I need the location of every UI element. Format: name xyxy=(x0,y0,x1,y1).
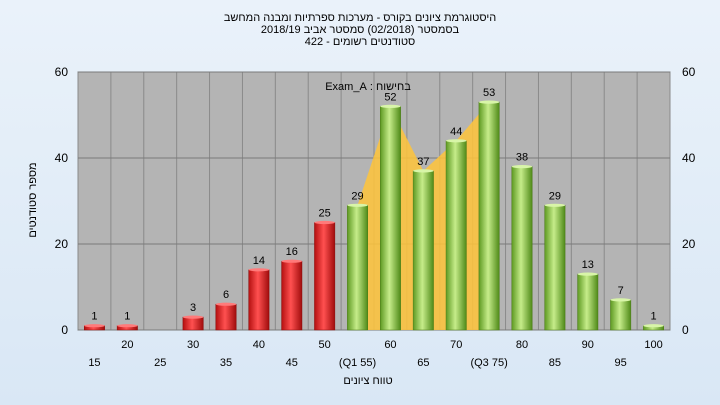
value-label-60: 52 xyxy=(384,91,396,103)
bar-top-40 xyxy=(248,268,270,272)
y-tick-label-right: 0 xyxy=(682,323,689,337)
bar-top-55 xyxy=(347,203,368,207)
value-label-65: 37 xyxy=(417,156,429,168)
x-tick-label-50: 50 xyxy=(319,339,331,351)
value-label-55: 29 xyxy=(351,190,363,202)
x-tick-label-60: 60 xyxy=(384,339,396,351)
x-tick-label-75: (Q3 75) xyxy=(470,357,507,369)
bar-top-90 xyxy=(577,272,598,276)
bar-60 xyxy=(379,106,401,331)
bar-80 xyxy=(511,166,533,331)
x-tick-label-95: 95 xyxy=(615,357,627,369)
bar-85 xyxy=(544,205,566,331)
bar-top-95 xyxy=(610,298,631,302)
bar-top-20 xyxy=(117,324,138,328)
value-label-35: 6 xyxy=(223,289,229,301)
bar-top-50 xyxy=(314,220,335,225)
chart-title-line-1: היסטוגרמת ציונים בקורס - מערכות ספרתיות … xyxy=(223,12,497,24)
x-tick-label-30: 30 xyxy=(187,339,199,351)
value-label-30: 3 xyxy=(190,302,196,314)
bar-40 xyxy=(248,269,270,331)
y-tick-label-right: 60 xyxy=(682,65,696,79)
y-tick-label-left: 60 xyxy=(55,65,69,79)
bar-35 xyxy=(215,303,237,331)
bar-70 xyxy=(445,140,467,331)
value-label-85: 29 xyxy=(549,190,561,202)
value-label-100: 1 xyxy=(650,311,656,323)
y-tick-label-left: 20 xyxy=(55,237,69,251)
x-tick-label-40: 40 xyxy=(253,339,265,351)
x-tick-label-20: 20 xyxy=(121,339,133,351)
y-tick-label-right: 40 xyxy=(682,151,696,165)
bar-65 xyxy=(412,170,434,331)
x-tick-label-25: 25 xyxy=(154,357,166,369)
bar-top-80 xyxy=(511,165,533,169)
bar-95 xyxy=(610,299,632,331)
value-label-75: 53 xyxy=(483,87,495,99)
bar-top-15 xyxy=(84,324,105,328)
bar-30 xyxy=(182,316,204,331)
y-axis-title: מספר סטודנטים xyxy=(27,162,39,237)
x-tick-label-35: 35 xyxy=(220,357,232,369)
chart-title-line-3: סטודנטים רשומים - 422 xyxy=(304,36,416,48)
bar-90 xyxy=(577,273,599,331)
x-tick-label-85: 85 xyxy=(549,357,561,369)
bar-75 xyxy=(478,101,500,331)
bar-top-75 xyxy=(478,100,500,104)
value-label-70: 44 xyxy=(450,126,462,138)
y-tick-label-left: 0 xyxy=(61,323,68,337)
bar-45 xyxy=(281,260,303,331)
value-label-90: 13 xyxy=(582,259,594,271)
chart-title-line-2: בסמסטר (02/2018) סמסטר אביב 2018/19 xyxy=(260,24,460,36)
x-tick-label-65: 65 xyxy=(417,357,429,369)
bar-top-45 xyxy=(281,259,302,263)
bar-55 xyxy=(347,205,369,331)
x-tick-label-90: 90 xyxy=(582,339,594,351)
value-label-20: 1 xyxy=(124,311,130,323)
x-tick-label-45: 45 xyxy=(286,357,298,369)
value-label-40: 14 xyxy=(253,255,265,267)
x-tick-label-80: 80 xyxy=(516,339,528,351)
value-label-45: 16 xyxy=(286,246,298,258)
chart-annotation: בחישוח : Exam_A xyxy=(325,81,411,93)
x-tick-label-55: (Q1 55) xyxy=(339,357,376,369)
bar-top-70 xyxy=(446,139,467,143)
x-axis-title: טווח ציונים xyxy=(343,375,392,387)
bar-top-60 xyxy=(380,104,401,108)
y-tick-label-right: 20 xyxy=(682,237,696,251)
x-tick-label-100: 100 xyxy=(644,339,662,351)
y-tick-label-left: 40 xyxy=(55,151,69,165)
bar-top-35 xyxy=(215,302,237,306)
bar-50 xyxy=(314,222,336,331)
bar-top-65 xyxy=(413,169,434,173)
bar-top-85 xyxy=(544,203,566,207)
value-label-95: 7 xyxy=(618,285,624,297)
value-label-15: 1 xyxy=(91,311,97,323)
value-label-50: 25 xyxy=(319,208,331,220)
x-tick-label-70: 70 xyxy=(450,339,462,351)
bar-top-100 xyxy=(643,324,664,328)
bar-top-30 xyxy=(182,315,204,319)
value-label-80: 38 xyxy=(516,152,528,164)
x-tick-label-15: 15 xyxy=(88,357,100,369)
